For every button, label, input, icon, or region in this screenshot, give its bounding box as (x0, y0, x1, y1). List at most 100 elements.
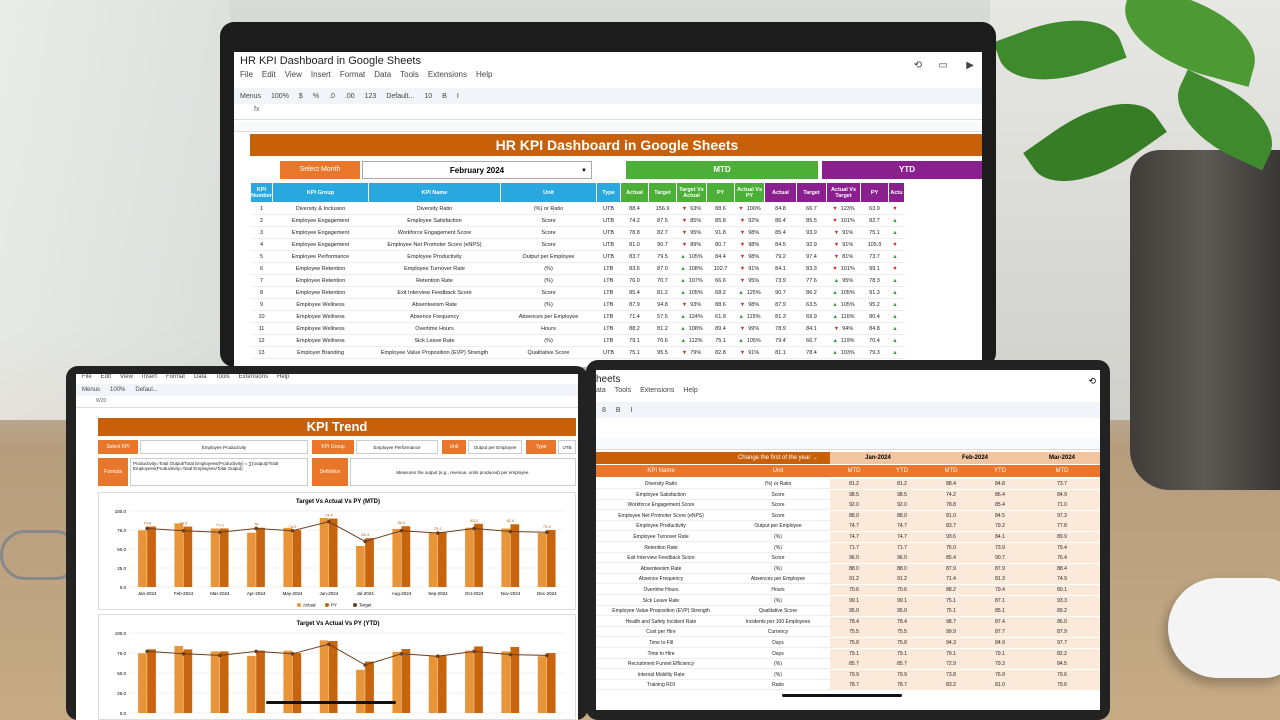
toolbar-item[interactable]: % (312, 92, 320, 100)
toolbar-item[interactable]: $ (298, 92, 303, 100)
select-kpi-dropdown[interactable]: Employee Productivity (140, 440, 308, 454)
cell-value: Overtime Hours (415, 325, 454, 332)
column-header: KPI Name (368, 182, 501, 203)
column-header: Unit (500, 182, 597, 203)
menu-item[interactable]: View (284, 70, 302, 79)
table-row: 8 Employee Retention Exit Interview Feedba… (250, 286, 905, 299)
toolbar-item[interactable]: Default... (386, 92, 415, 100)
history-icon[interactable]: ⟲ (913, 60, 922, 71)
table-cell: Employer Branding (272, 346, 369, 359)
toolbar-item[interactable]: I (456, 92, 459, 100)
chevron-down-icon: ▼ (581, 168, 587, 174)
toolbar-item[interactable]: 100% (271, 92, 289, 100)
table-cell: 87.0 (648, 262, 677, 275)
menu-item[interactable]: Extensions (238, 374, 269, 380)
cell-value: 115% (746, 313, 761, 320)
table-cell: ▲ 105% (676, 286, 707, 299)
menu-item[interactable]: File (240, 70, 253, 79)
table-cell: 74.7 (830, 521, 878, 532)
menu-item[interactable]: Extensions (640, 387, 675, 394)
menu-item[interactable]: Data (374, 70, 392, 79)
toolbar-item[interactable]: B (442, 92, 447, 100)
toolbar-item[interactable]: Menus (240, 92, 262, 100)
menu-item[interactable]: ata (596, 387, 606, 394)
cell-value: 82.8 (715, 349, 726, 356)
status-arrow-icon: ▼ (681, 349, 688, 356)
table-cell: (%) (774, 597, 782, 604)
menu-item[interactable]: Tools (400, 70, 419, 79)
menu-item[interactable]: Insert (310, 70, 331, 79)
dashboard-banner: HR KPI Dashboard in Google Sheets (250, 134, 982, 156)
select-month-dropdown[interactable]: February 2024 ▼ (362, 161, 592, 179)
menu-item[interactable]: Edit (100, 374, 112, 380)
menu-item[interactable]: View (120, 374, 133, 380)
menu-item[interactable]: Help (277, 374, 290, 380)
table-cell: 90.7 (764, 286, 797, 299)
toolbar-item[interactable]: .00 (344, 92, 355, 100)
status-arrow-icon: ▲ (892, 325, 898, 332)
chart-title: Target Vs Actual Vs PY (MTD) (296, 499, 380, 505)
target-point (472, 526, 476, 531)
table-cell: Employee Engagement (272, 214, 369, 227)
table-cell: 82.2 (1024, 648, 1100, 659)
table-cell: 81.3 (976, 574, 1024, 585)
table-cell: 79.2 (764, 250, 797, 263)
bar-actual (283, 527, 293, 587)
table-cell: 66.7 (796, 334, 827, 347)
menu-item[interactable]: Extensions (427, 70, 467, 79)
formula-bar[interactable]: W20 (76, 398, 578, 408)
cell-value: Exit Interview Feedback Score (397, 289, 472, 296)
menu-item[interactable]: File (82, 374, 92, 380)
table-cell: 78.4 (796, 346, 827, 359)
status-arrow-icon: ▲ (892, 313, 898, 320)
meet-icon[interactable]: ▶ (966, 60, 974, 71)
table-cell: (%) (500, 298, 597, 311)
cell-value: 85.8 (715, 217, 726, 224)
document-title[interactable]: heets (596, 374, 621, 385)
bold-button[interactable]: B (615, 406, 621, 414)
font-size-input[interactable]: 8 (602, 406, 606, 414)
menu-item[interactable]: Tools (614, 387, 632, 394)
history-icon[interactable]: ⟲ (1088, 376, 1096, 386)
table-cell: 76.0 (620, 274, 649, 287)
toolbar-item[interactable]: 10 (424, 92, 433, 100)
x-tick-label: Jan-2024 (138, 591, 157, 596)
zoom-select[interactable]: 100% (110, 387, 126, 393)
target-point (145, 649, 149, 654)
menu-item[interactable]: Edit (261, 70, 276, 79)
table-cell: Workforce Engagement Score (368, 226, 501, 239)
table-cell: 88.4 (926, 479, 976, 489)
table-cell: Cost per Hire (646, 629, 676, 636)
menu-item[interactable]: Tools (215, 374, 230, 380)
table-cell: ▼ 79% (676, 346, 707, 359)
cell-value: 63.5 (806, 301, 817, 308)
menu-item[interactable]: Format (165, 374, 185, 380)
cell-value: 124% (688, 313, 703, 320)
italic-button[interactable]: I (630, 406, 633, 414)
cell-value: 93.9 (806, 229, 817, 236)
table-cell: 85.4 (620, 286, 649, 299)
cell-value: Score (541, 289, 556, 296)
menu-item[interactable]: Help (475, 70, 493, 79)
cell-value: 112% (688, 337, 703, 344)
cell-value: 63% (690, 205, 702, 212)
document-title[interactable]: HR KPI Dashboard in Google Sheets (240, 55, 421, 67)
menu-item[interactable]: Help (683, 387, 698, 394)
cell-value: 105% (840, 289, 855, 296)
status-arrow-icon: ▼ (739, 241, 746, 248)
table-row: Health and Safety Incident Rate Incidents… (596, 616, 1100, 627)
menu-item[interactable]: Insert (141, 374, 157, 380)
bar-py (474, 646, 483, 713)
cell-value: 85.4 (629, 289, 640, 296)
cell-value: 11 (258, 325, 265, 332)
menus-button[interactable]: Menus (82, 387, 101, 393)
menu-item[interactable]: Data (193, 374, 207, 380)
toolbar-item[interactable]: 123 (364, 92, 377, 100)
font-select[interactable]: Defaul... (135, 387, 158, 393)
table-cell: (%) (500, 274, 597, 287)
toolbar-item[interactable]: .0 (329, 92, 335, 100)
menu-item[interactable]: Format (339, 70, 366, 79)
comment-icon[interactable]: ▭ (938, 60, 948, 71)
table-cell: 88.0 (830, 563, 878, 574)
formula-bar[interactable]: fx (234, 106, 982, 120)
